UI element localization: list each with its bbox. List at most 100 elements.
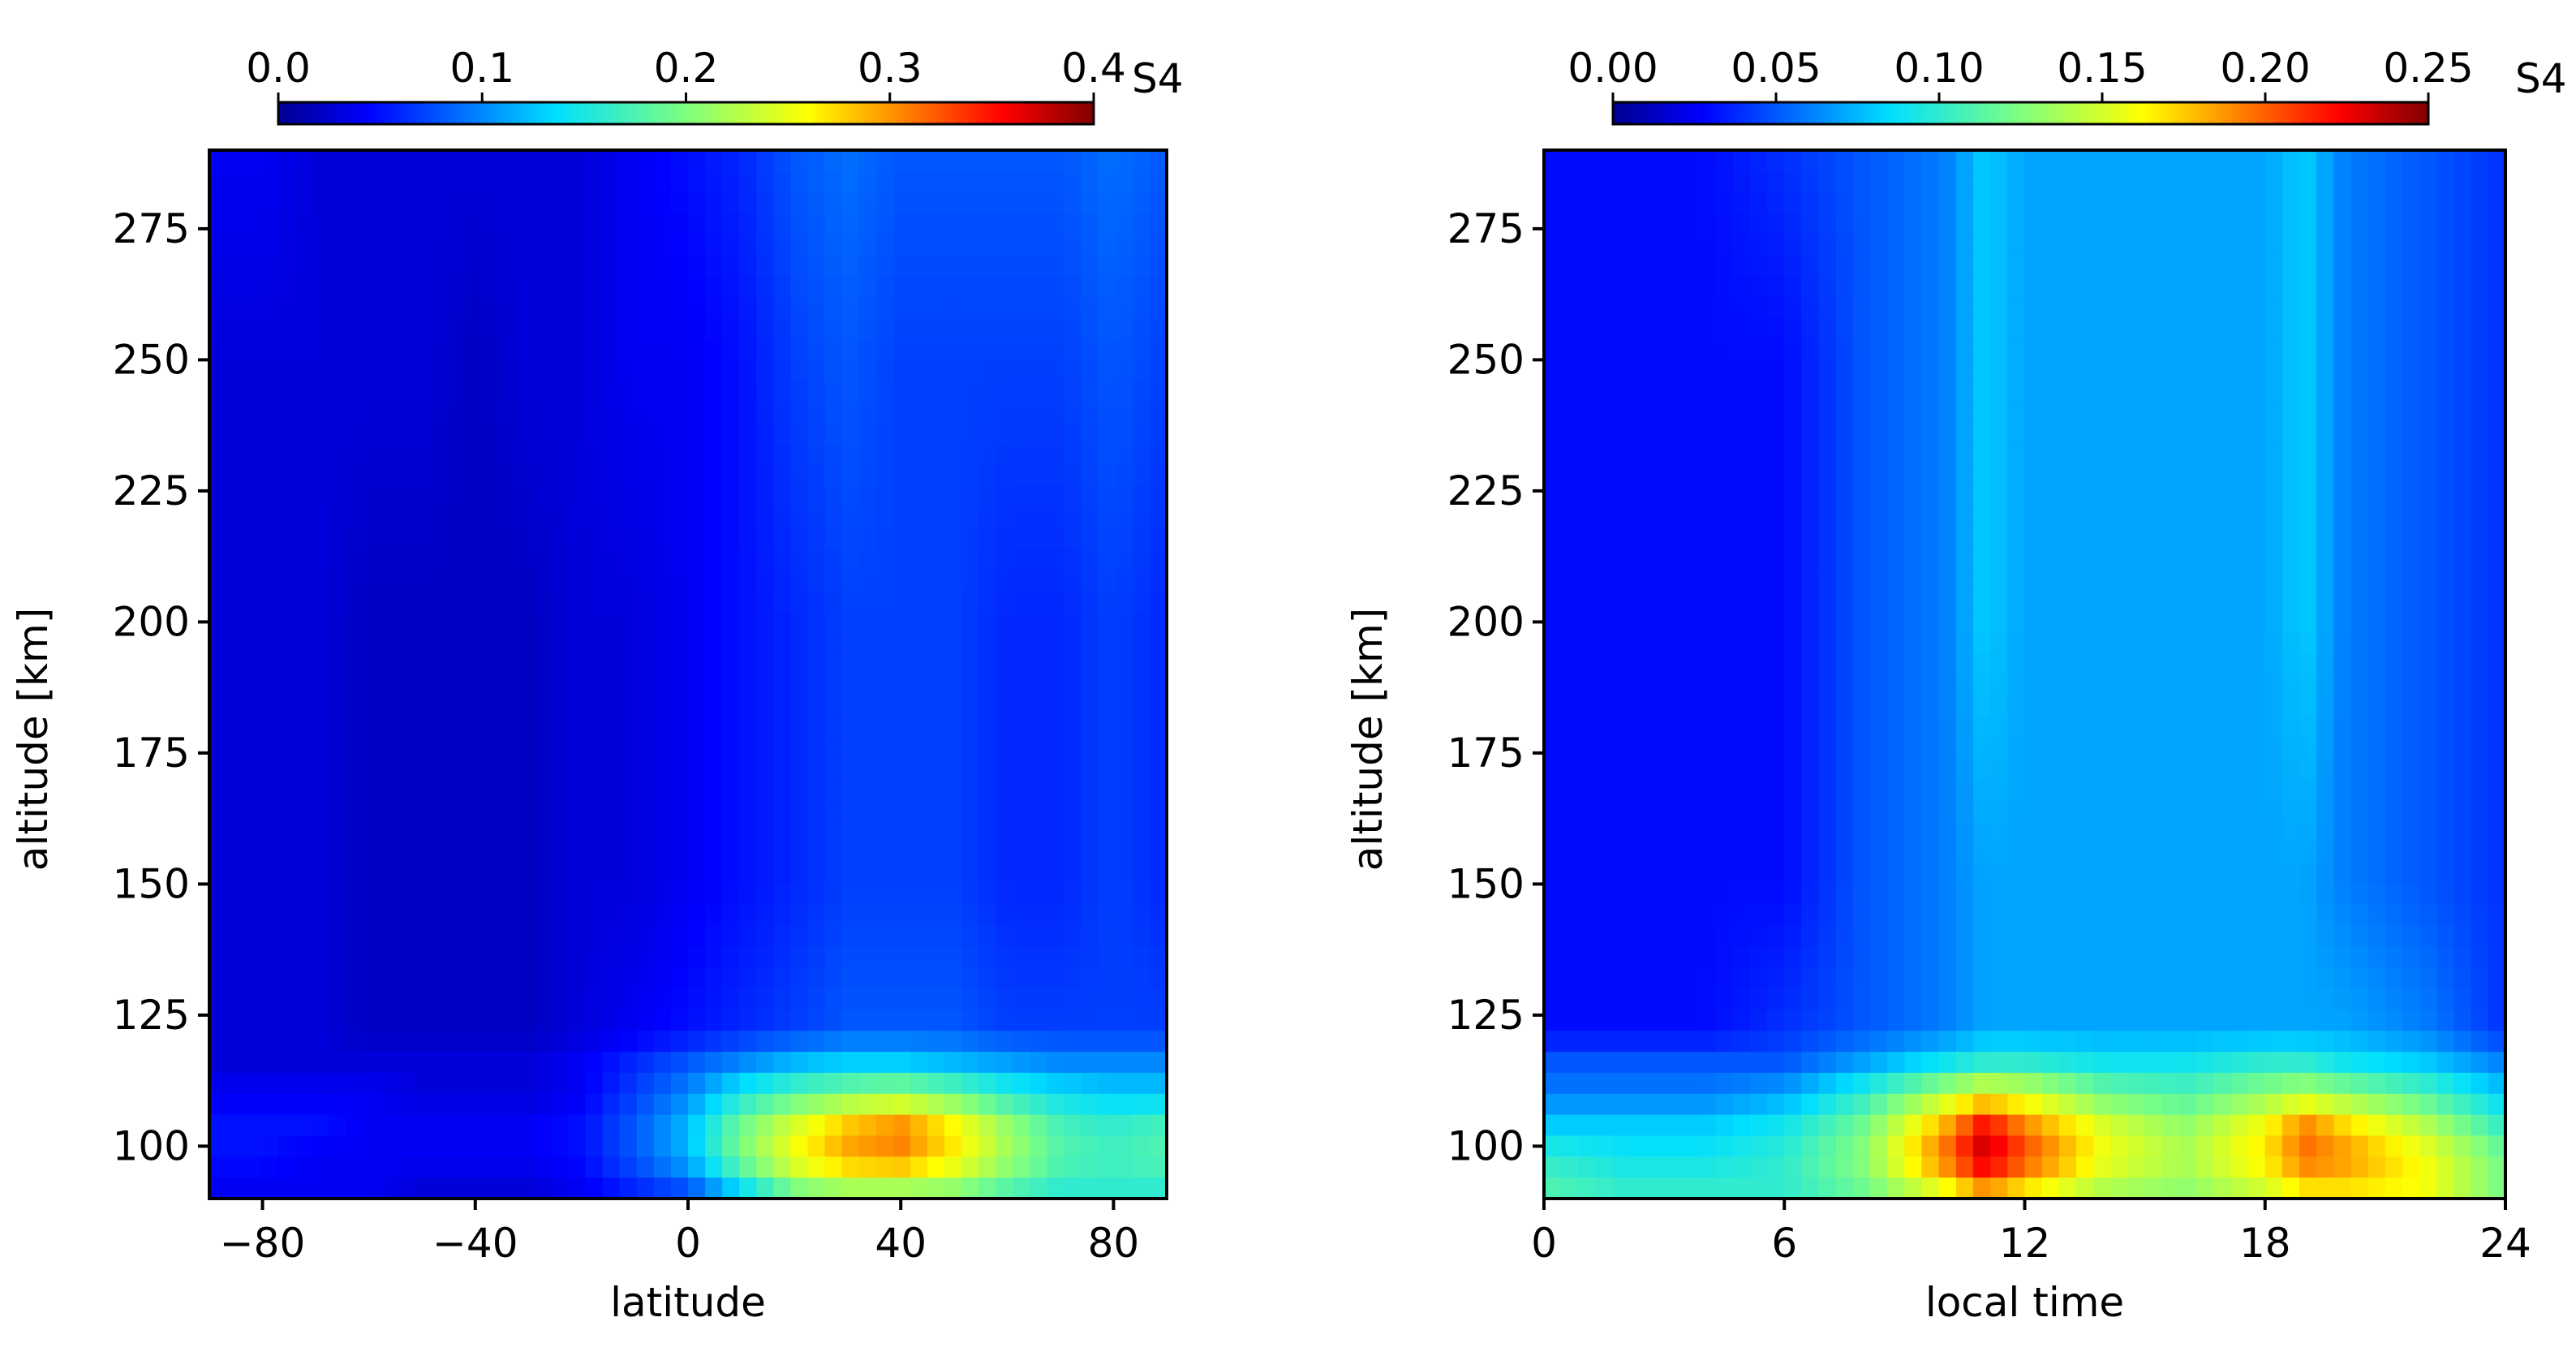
latitude-heatmap-cell xyxy=(397,905,415,927)
local-time-heatmap-cell xyxy=(1921,884,1940,906)
latitude-heatmap-cell xyxy=(1030,967,1048,990)
latitude-heatmap-cell xyxy=(1115,1031,1133,1053)
local-time-heatmap-cell xyxy=(2316,317,2334,340)
latitude-heatmap-cell xyxy=(841,611,860,633)
latitude-heatmap-cell xyxy=(449,485,467,507)
latitude-heatmap-cell xyxy=(1064,548,1082,570)
local-time-heatmap-cell xyxy=(2075,779,2094,801)
local-time-heatmap-cell xyxy=(1852,569,1871,592)
latitude-heatmap-cell xyxy=(996,506,1013,528)
latitude-heatmap-cell xyxy=(670,842,689,864)
local-time-heatmap-cell xyxy=(1646,884,1665,906)
latitude-heatmap-cell xyxy=(875,779,894,801)
latitude-heatmap-cell xyxy=(636,548,655,570)
local-time-heatmap-cell xyxy=(1715,464,1734,487)
latitude-heatmap-cell xyxy=(705,1031,723,1053)
latitude-heatmap-cell xyxy=(892,884,911,906)
latitude-heatmap-cell xyxy=(500,1010,518,1031)
local-time-heatmap-cell xyxy=(2385,150,2403,172)
latitude-heatmap-cell xyxy=(790,590,809,613)
local-time-heatmap-cell xyxy=(1938,611,1957,633)
local-time-heatmap-cell xyxy=(2093,359,2111,381)
local-time-heatmap-cell xyxy=(1767,590,1785,613)
latitude-heatmap-cell xyxy=(1064,800,1082,822)
latitude-heatmap-cell xyxy=(226,1135,244,1157)
latitude-y-tick-label: 150 xyxy=(113,860,190,907)
local-time-heatmap-cell xyxy=(2178,695,2197,717)
latitude-heatmap-cell xyxy=(773,988,792,1011)
latitude-heatmap-cell xyxy=(636,653,655,675)
local-time-heatmap-cell xyxy=(2110,359,2129,381)
local-time-heatmap-cell xyxy=(1544,213,1562,235)
latitude-heatmap-cell xyxy=(397,800,415,822)
local-time-heatmap-cell xyxy=(2161,213,2180,235)
local-time-heatmap-cell xyxy=(1801,338,1820,360)
latitude-heatmap-cell xyxy=(807,632,826,654)
latitude-heatmap-cell xyxy=(739,296,757,319)
local-time-heatmap-cell xyxy=(1715,170,1734,193)
latitude-heatmap-cell xyxy=(688,967,706,990)
latitude-heatmap-cell xyxy=(875,506,894,528)
latitude-heatmap-cell xyxy=(807,359,826,381)
latitude-heatmap-cell xyxy=(875,1177,894,1199)
latitude-heatmap-cell xyxy=(500,359,518,381)
latitude-heatmap-cell xyxy=(739,464,757,487)
latitude-heatmap-cell xyxy=(807,926,826,948)
local-time-heatmap-cell xyxy=(2058,674,2077,696)
latitude-heatmap-cell xyxy=(944,946,962,969)
local-time-heatmap-cell xyxy=(1629,527,1648,549)
latitude-heatmap-cell xyxy=(619,1031,638,1053)
local-time-heatmap-cell xyxy=(2350,402,2369,424)
local-time-heatmap-cell xyxy=(1938,150,1957,172)
latitude-heatmap-cell xyxy=(1013,758,1031,780)
latitude-heatmap-cell xyxy=(449,758,467,780)
latitude-heatmap-cell xyxy=(1081,506,1099,528)
local-time-heatmap-cell xyxy=(1698,402,1717,424)
latitude-heatmap-cell xyxy=(602,590,621,613)
latitude-heatmap-cell xyxy=(1132,276,1150,298)
latitude-heatmap-cell xyxy=(875,842,894,864)
local-time-heatmap-cell xyxy=(2007,569,2026,592)
local-time-heatmap-cell xyxy=(1784,296,1803,319)
latitude-heatmap-cell xyxy=(858,317,877,340)
latitude-heatmap-cell xyxy=(773,590,792,613)
latitude-heatmap-cell xyxy=(551,905,570,927)
local-time-heatmap-cell xyxy=(1749,758,1768,780)
local-time-heatmap-cell xyxy=(1595,716,1614,738)
local-time-heatmap-cell xyxy=(2367,443,2386,466)
local-time-heatmap-cell xyxy=(2041,863,2060,885)
latitude-heatmap-cell xyxy=(1030,842,1048,864)
latitude-heatmap-cell xyxy=(243,170,261,193)
latitude-heatmap-cell xyxy=(226,946,244,969)
local-time-heatmap-cell xyxy=(1990,884,2008,906)
latitude-heatmap-cell xyxy=(260,926,278,948)
local-time-heatmap-cell xyxy=(1870,485,1888,507)
latitude-heatmap-cell xyxy=(500,737,518,759)
local-time-heatmap-cell xyxy=(1818,317,1837,340)
latitude-heatmap-cell xyxy=(449,779,467,801)
latitude-heatmap-cell xyxy=(722,1114,740,1137)
latitude-heatmap-cell xyxy=(260,276,278,298)
local-time-heatmap-cell xyxy=(2299,590,2317,613)
latitude-heatmap-cell xyxy=(209,255,227,277)
local-time-heatmap-cell xyxy=(1732,820,1751,843)
local-time-heatmap-cell xyxy=(2093,443,2111,466)
latitude-heatmap-cell xyxy=(1115,905,1133,927)
local-time-heatmap-cell xyxy=(2007,213,2026,235)
latitude-heatmap-cell xyxy=(910,905,928,927)
local-time-heatmap-cell xyxy=(1904,213,1923,235)
latitude-heatmap-cell xyxy=(260,716,278,738)
latitude-heatmap-cell xyxy=(363,150,381,172)
local-time-heatmap-cell xyxy=(2436,632,2455,654)
latitude-heatmap-cell xyxy=(1132,988,1150,1011)
local-time-heatmap-cell xyxy=(2007,527,2026,549)
latitude-heatmap-cell xyxy=(568,800,587,822)
latitude-heatmap-cell xyxy=(209,1114,227,1137)
latitude-heatmap-cell xyxy=(722,1135,740,1157)
latitude-heatmap-cell xyxy=(653,842,672,864)
local-time-heatmap-cell xyxy=(2367,695,2386,717)
latitude-heatmap-cell xyxy=(500,255,518,277)
latitude-heatmap-cell xyxy=(1030,485,1048,507)
latitude-heatmap-cell xyxy=(1081,884,1099,906)
latitude-heatmap-cell xyxy=(397,506,415,528)
